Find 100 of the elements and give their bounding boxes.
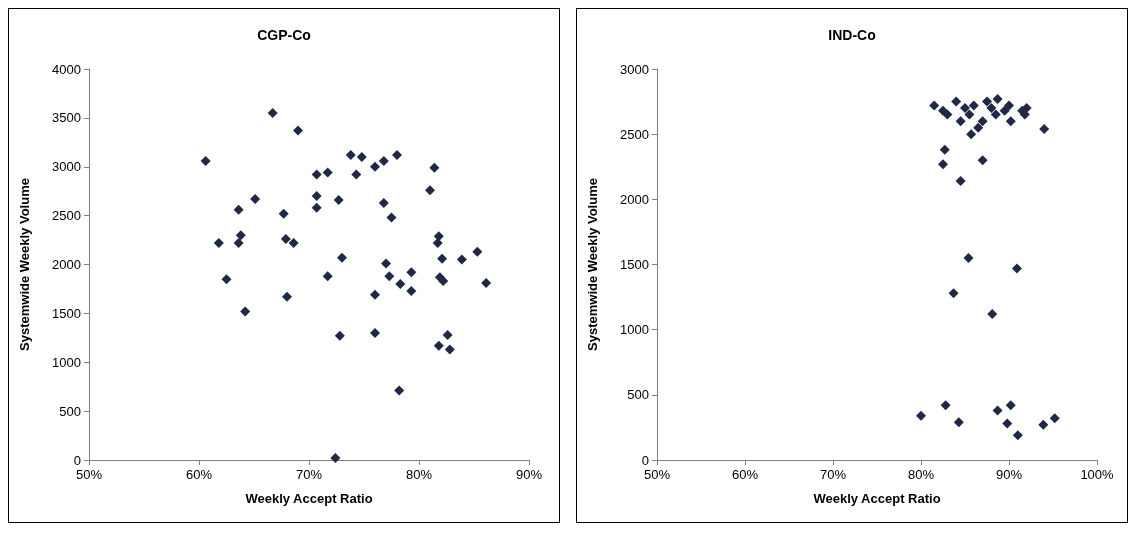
point xyxy=(999,105,1010,116)
point xyxy=(221,274,232,285)
point xyxy=(437,253,448,264)
point xyxy=(250,194,261,205)
point xyxy=(955,116,966,127)
x-axis-title: Weekly Accept Ratio xyxy=(245,491,373,506)
point xyxy=(280,234,291,245)
point xyxy=(966,129,977,140)
point xyxy=(938,159,948,170)
point xyxy=(293,125,303,136)
point xyxy=(444,344,455,355)
point xyxy=(433,340,444,351)
x-tick-label: 50% xyxy=(643,467,671,482)
point xyxy=(953,417,964,428)
point xyxy=(960,103,970,114)
point xyxy=(940,400,951,411)
point xyxy=(370,289,380,300)
point xyxy=(986,103,997,114)
y-tick-label: 1000 xyxy=(620,322,649,338)
point xyxy=(311,169,322,180)
point xyxy=(425,185,435,196)
x-tick-label: 80% xyxy=(907,467,935,482)
point xyxy=(987,309,998,320)
point xyxy=(977,155,988,166)
point xyxy=(392,150,402,161)
point xyxy=(456,254,467,265)
point xyxy=(990,109,1001,120)
point xyxy=(1004,100,1014,111)
point xyxy=(406,285,417,296)
point xyxy=(438,276,449,287)
point xyxy=(282,291,292,302)
y-tick-label: 0 xyxy=(641,452,649,468)
point xyxy=(337,252,347,263)
y-tick-label: 500 xyxy=(59,403,81,419)
point xyxy=(381,258,391,269)
point xyxy=(278,208,289,219)
point xyxy=(311,191,322,202)
point xyxy=(1011,263,1022,274)
point xyxy=(982,96,992,107)
point xyxy=(240,306,251,317)
point xyxy=(955,176,966,187)
point xyxy=(1039,123,1050,134)
y-tick-label: 2000 xyxy=(620,191,649,207)
point xyxy=(472,246,483,257)
point xyxy=(1049,413,1060,424)
point xyxy=(1005,400,1016,411)
x-tick-label: 70% xyxy=(295,467,323,482)
point xyxy=(973,122,984,133)
y-tick-label: 3000 xyxy=(620,61,649,77)
x-tick-label: 90% xyxy=(995,467,1023,482)
point xyxy=(968,100,979,111)
point xyxy=(948,288,959,299)
x-tick-label: 70% xyxy=(819,467,847,482)
point xyxy=(951,96,962,107)
point xyxy=(356,151,367,162)
x-tick-label: 90% xyxy=(515,467,543,482)
point xyxy=(481,278,492,289)
point xyxy=(406,267,417,278)
point xyxy=(322,167,333,178)
y-tick-label: 4000 xyxy=(52,61,81,77)
point xyxy=(1005,116,1016,127)
point xyxy=(288,237,299,248)
point xyxy=(351,169,362,180)
point xyxy=(233,204,244,215)
point xyxy=(370,161,380,172)
point xyxy=(977,116,988,127)
point xyxy=(395,279,406,290)
x-tick-label: 50% xyxy=(75,467,103,482)
point xyxy=(964,109,975,120)
point xyxy=(938,105,948,116)
x-tick-label: 100% xyxy=(1080,467,1115,482)
point xyxy=(378,197,389,208)
point xyxy=(394,385,405,396)
y-tick-label: 2500 xyxy=(620,126,649,142)
y-tick-label: 2500 xyxy=(52,208,81,224)
point xyxy=(384,271,395,282)
point xyxy=(992,93,1003,104)
x-tick-label: 60% xyxy=(185,467,213,482)
y-tick-label: 0 xyxy=(73,452,81,468)
y-axis-title: Systemwide Weekly Volume xyxy=(585,178,600,351)
point xyxy=(442,329,453,340)
point xyxy=(378,155,389,166)
x-tick-label: 80% xyxy=(405,467,433,482)
point xyxy=(233,237,244,248)
point xyxy=(963,252,974,263)
point xyxy=(345,150,356,161)
y-tick-label: 1500 xyxy=(620,257,649,272)
y-axis-title: Systemwide Weekly Volume xyxy=(17,178,32,351)
chart-title: CGP-Co xyxy=(257,27,311,43)
y-tick-label: 3500 xyxy=(52,110,81,126)
y-tick-label: 3000 xyxy=(52,159,81,175)
point xyxy=(1038,419,1049,430)
point xyxy=(213,237,224,248)
point xyxy=(939,144,950,155)
x-tick-label: 60% xyxy=(731,467,759,482)
point xyxy=(429,162,440,173)
y-tick-label: 500 xyxy=(627,387,649,403)
point xyxy=(929,100,940,111)
chart-title: IND-Co xyxy=(828,27,876,43)
point xyxy=(311,202,322,213)
